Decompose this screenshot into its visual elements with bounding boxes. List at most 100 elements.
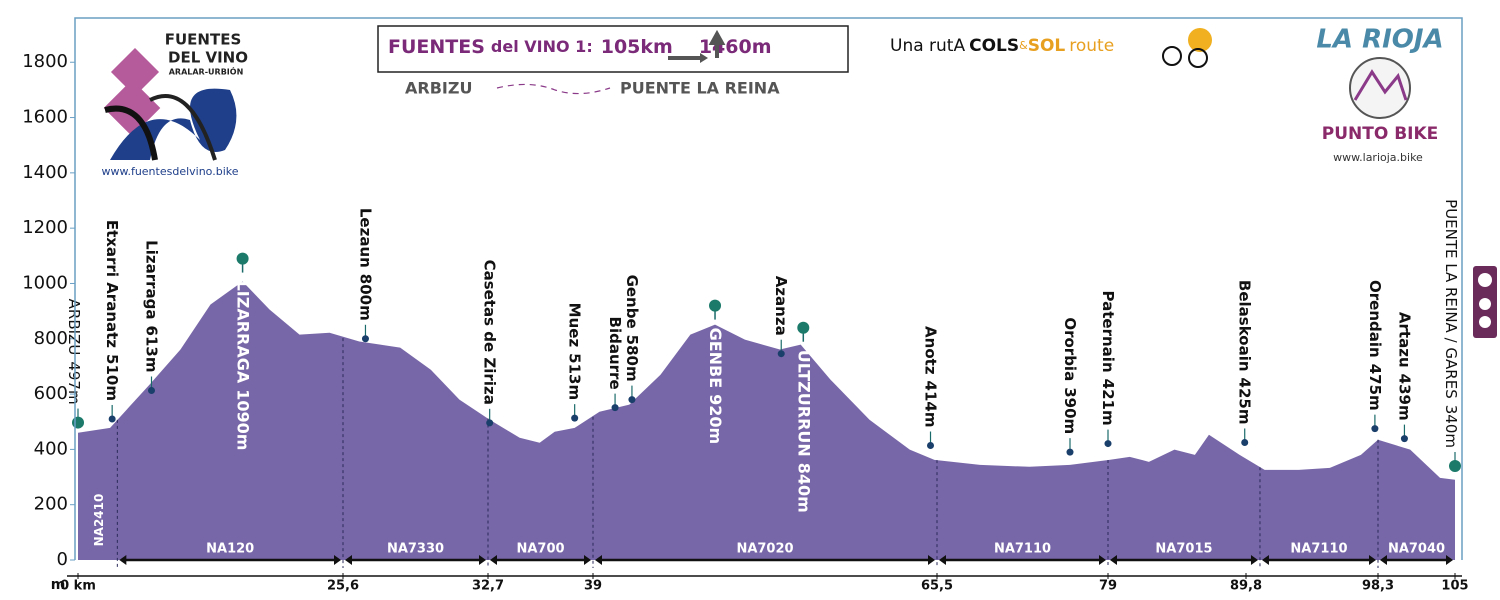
waypoint-name: Etxarri Aranatz (104, 220, 122, 348)
waypoint-label: Genbe 580m (623, 275, 641, 382)
waypoint-elevation: 421m (1100, 379, 1118, 426)
waypoint-name: Paternain (1100, 291, 1118, 373)
waypoint-elevation: 513m (566, 353, 584, 400)
waypoint-marker (571, 414, 579, 422)
waypoint-name: Artazu (1396, 312, 1414, 368)
icon (708, 29, 726, 58)
waypoint-elevation: 1090m (234, 389, 253, 450)
waypoint-marker (72, 416, 84, 429)
road-label: NA7110 (994, 542, 1051, 557)
logo-url: www.larioja.bike (1333, 151, 1423, 164)
waypoint-marker (628, 396, 636, 404)
waypoint-label: Anotz 414m (922, 326, 940, 427)
elevation-area (78, 281, 1455, 560)
waypoint-elevation: 800m (357, 274, 375, 321)
route-line (496, 83, 611, 95)
waypoint-marker (611, 404, 619, 412)
waypoint-label: Ororbia 390m (1062, 317, 1080, 434)
arrow-head (334, 555, 341, 565)
frame (74, 17, 1463, 560)
title-part: FUENTES (388, 36, 485, 58)
waypoint-elevation: 475m (1366, 364, 1384, 411)
logo-shape (1349, 57, 1411, 119)
waypoint-marker (486, 419, 494, 427)
waypoint-elevation: 390m (1062, 387, 1080, 434)
plot: 0 200 400 600 800 1000 1200 1400 1600 1800 m0 km 25… (22, 51, 1468, 593)
y-tick-label: 400 (34, 438, 68, 459)
arrow-head (1099, 555, 1106, 565)
x-tick-label: 0 km (60, 579, 96, 594)
waypoint-name: Anotz (922, 326, 940, 375)
waypoint-name: PUENTE LA REINA / GARES (1443, 199, 1461, 399)
route-logo: Una rutA COLS&SOL route (890, 36, 1114, 56)
waypoint-label: Paternain 421m (1100, 291, 1118, 426)
arrow-head (119, 555, 127, 565)
licence-badge (1479, 298, 1491, 310)
waypoint-marker (1449, 459, 1461, 472)
logo-bike (1188, 48, 1208, 68)
logo-text: ARALAR-URBIÓN (169, 66, 244, 77)
waypoint-marker (1241, 438, 1249, 446)
route-start: ARBIZU (405, 79, 472, 98)
arrow-head (595, 555, 602, 565)
decoration: FUENTES DEL VINO ARALAR-URBIÓN www.fuent… (74, 17, 1497, 560)
road-label: NA7015 (1155, 542, 1212, 557)
arrow-head (1380, 555, 1387, 565)
x-tick-label: 98,3 (1362, 579, 1394, 594)
waypoint-marker (108, 415, 116, 423)
logo-url: www.fuentesdelvino.bike (101, 165, 238, 178)
waypoint-elevation: 840m (795, 463, 814, 513)
logo-title: LA RIOJA (1316, 25, 1443, 55)
arrow-head (479, 555, 486, 565)
waypoint-label: Casetas de Ziriza (481, 260, 499, 405)
x-tick-label: 39 (584, 579, 602, 594)
waypoint-name: Orendain (1366, 280, 1384, 358)
waypoint-marker (1400, 435, 1408, 443)
logo-shape (110, 88, 237, 160)
waypoint-label: Etxarri Aranatz 510m (104, 220, 122, 401)
waypoint-label: LIZARRAGA 1090m (234, 281, 253, 451)
waypoint-elevation: 613m (143, 326, 161, 373)
summit-marker (236, 252, 249, 265)
logo-shape (104, 105, 158, 161)
waypoint-elevation: 580m (623, 335, 641, 382)
waypoint-marker (147, 386, 155, 394)
logo-shape (110, 47, 160, 97)
waypoint-elevation: 414m (922, 381, 940, 428)
waypoint-name: GENBE (707, 328, 726, 389)
waypoint-elevation: 340m (1443, 405, 1461, 448)
licence-badge (1479, 316, 1491, 328)
arrow-head (345, 555, 352, 565)
y-tick-label: 1800 (22, 51, 68, 72)
waypoint-label: Lezaun 800m (357, 208, 375, 321)
logo-shape (1353, 69, 1408, 101)
arrow-head (490, 555, 497, 565)
waypoint-marker (1066, 448, 1074, 456)
waypoint-label: Orendain 475m (1366, 280, 1384, 411)
logo-text: COLS (969, 36, 1019, 56)
road-label: NA700 (516, 542, 564, 557)
waypoint-elevation: 425m (1236, 378, 1254, 425)
waypoint-marker (927, 442, 935, 450)
waypoint-label: Artazu 439m (1396, 312, 1414, 421)
y-tick-label: 200 (34, 494, 68, 515)
road-label: NA7110 (1290, 542, 1347, 557)
road-label: NA120 (206, 542, 254, 557)
title-part: 1460m (699, 36, 772, 58)
y-tick-label: 1200 (22, 217, 68, 238)
waypoint-elevation: 510m (104, 354, 122, 401)
logo-text: SOL (1028, 36, 1066, 56)
logo-text: DEL VINO (168, 49, 248, 67)
waypoint-name: Lizarraga (143, 240, 161, 319)
logo-brand: PUNTO BIKE (1322, 124, 1439, 144)
waypoint-label: Azanza (773, 276, 791, 336)
waypoint-name: Lezaun (357, 208, 375, 268)
logo-text: Una rutA (890, 36, 965, 56)
waypoint-marker (361, 335, 369, 343)
x-tick-label: 79 (1099, 579, 1117, 594)
arrow-head (1250, 555, 1258, 565)
road-label: NA7330 (387, 542, 444, 557)
logo-bike (1162, 46, 1182, 66)
waypoint-label: GENBE 920m (707, 328, 726, 445)
x-tick-label: 65,5 (921, 579, 953, 594)
